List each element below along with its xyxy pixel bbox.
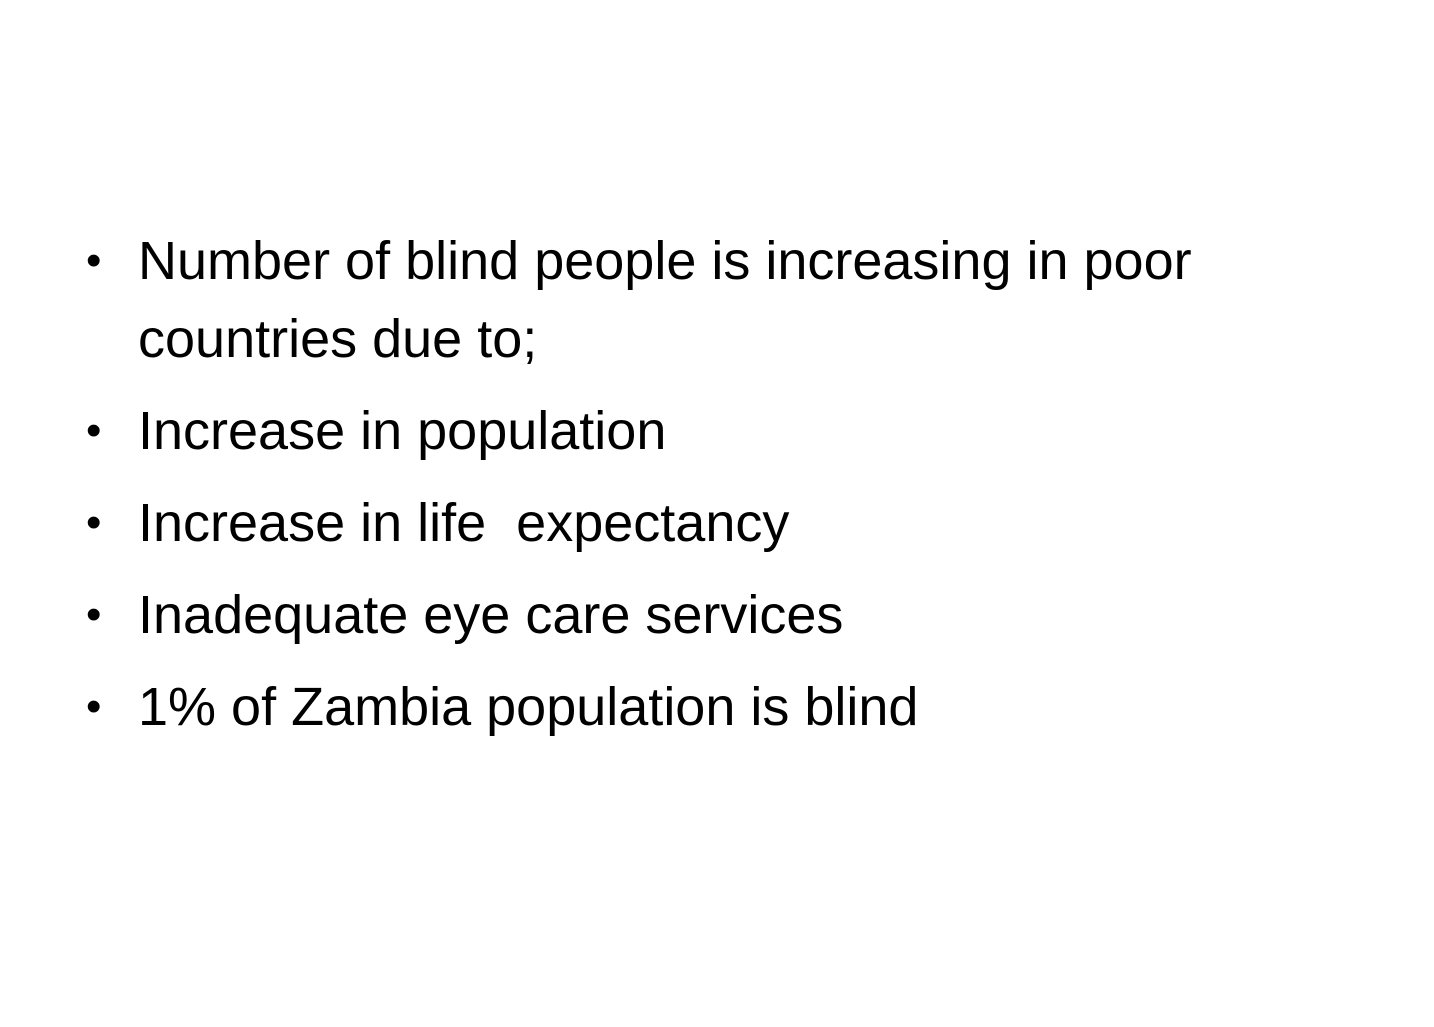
list-item: • Increase in life expectancy bbox=[82, 484, 1342, 562]
bullet-list: • Number of blind people is increasing i… bbox=[82, 222, 1342, 760]
bullet-text: Number of blind people is increasing in … bbox=[138, 231, 1192, 369]
list-item: • Number of blind people is increasing i… bbox=[82, 222, 1342, 378]
bullet-marker: • bbox=[86, 590, 102, 639]
list-item: • Inadequate eye care services bbox=[82, 576, 1342, 654]
bullet-marker: • bbox=[86, 498, 102, 547]
list-item: • Increase in population bbox=[82, 392, 1342, 470]
bullet-text: 1% of Zambia population is blind bbox=[138, 677, 919, 737]
bullet-marker: • bbox=[86, 236, 102, 285]
bullet-text: Increase in population bbox=[138, 401, 667, 461]
bullet-marker: • bbox=[86, 406, 102, 455]
bullet-text: Inadequate eye care services bbox=[138, 585, 844, 645]
bullet-text: Increase in life expectancy bbox=[138, 493, 790, 553]
bullet-marker: • bbox=[86, 682, 102, 731]
list-item: • 1% of Zambia population is blind bbox=[82, 668, 1342, 746]
